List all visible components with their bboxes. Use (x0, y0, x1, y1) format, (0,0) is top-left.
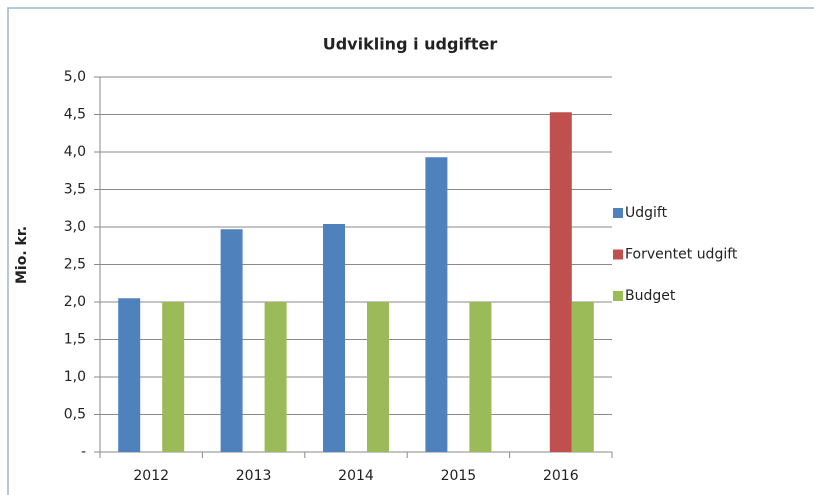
legend-swatch (613, 249, 623, 260)
legend-label: Budget (625, 288, 676, 304)
bar (425, 157, 448, 452)
y-tick-label: 2,0 (64, 294, 86, 310)
bar (220, 229, 243, 452)
y-tick-label: 5,0 (64, 69, 86, 85)
bar (549, 112, 572, 452)
legend-label: Udgift (625, 205, 668, 221)
y-tick-label: 4,0 (64, 144, 86, 160)
y-tick-label: 2,5 (64, 257, 86, 273)
x-tick-label: 2014 (338, 468, 374, 484)
bar (323, 224, 345, 452)
y-tick-label: 1,5 (64, 332, 86, 348)
legend-label: Forventet udgift (625, 247, 738, 263)
bar (118, 298, 141, 452)
y-tick-label: 4,5 (64, 107, 86, 123)
bar (367, 302, 389, 452)
y-axis-label: Mio. kr. (14, 226, 30, 284)
chart-frame (7, 7, 814, 495)
y-tick-label: 0,5 (64, 407, 86, 423)
bar (469, 302, 492, 452)
bar (162, 302, 185, 452)
y-tick-label: 3,0 (64, 219, 86, 235)
y-tick-label: 3,5 (64, 182, 86, 198)
chart-title: Udvikling i udgifter (323, 35, 498, 54)
x-tick-label: 2016 (543, 468, 579, 484)
x-tick-label: 2012 (133, 468, 169, 484)
legend-swatch (613, 291, 623, 301)
y-tick-label: 1,0 (64, 369, 86, 385)
x-tick-label: 2013 (236, 468, 272, 484)
legend-swatch (613, 208, 623, 218)
bar (264, 302, 287, 452)
y-tick-label: - (81, 444, 86, 460)
bar (571, 302, 594, 452)
x-tick-label: 2015 (441, 468, 477, 484)
